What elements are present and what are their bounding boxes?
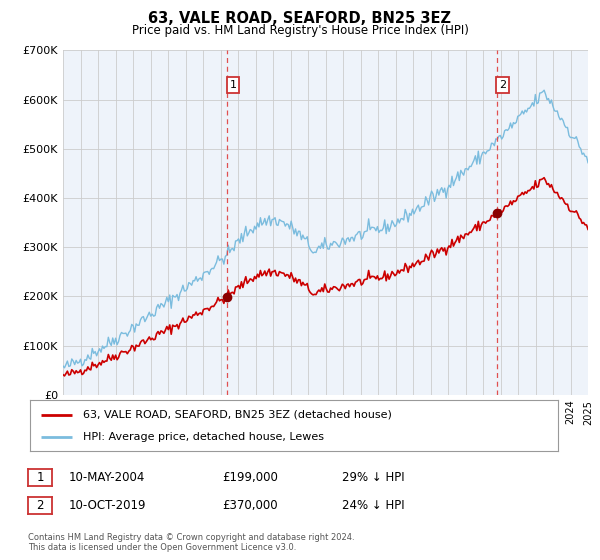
Text: 2: 2 [499,80,506,90]
Text: This data is licensed under the Open Government Licence v3.0.: This data is licensed under the Open Gov… [28,543,296,552]
Text: 24% ↓ HPI: 24% ↓ HPI [342,498,404,512]
Text: Contains HM Land Registry data © Crown copyright and database right 2024.: Contains HM Land Registry data © Crown c… [28,533,355,542]
Text: Price paid vs. HM Land Registry's House Price Index (HPI): Price paid vs. HM Land Registry's House … [131,24,469,36]
Text: 63, VALE ROAD, SEAFORD, BN25 3EZ: 63, VALE ROAD, SEAFORD, BN25 3EZ [149,11,452,26]
Text: 1: 1 [37,470,44,484]
Text: £199,000: £199,000 [222,470,278,484]
Text: 10-MAY-2004: 10-MAY-2004 [69,470,145,484]
Text: HPI: Average price, detached house, Lewes: HPI: Average price, detached house, Lewe… [83,432,324,442]
Text: 10-OCT-2019: 10-OCT-2019 [69,498,146,512]
Text: 1: 1 [229,80,236,90]
Text: 63, VALE ROAD, SEAFORD, BN25 3EZ (detached house): 63, VALE ROAD, SEAFORD, BN25 3EZ (detach… [83,409,392,419]
Text: 2: 2 [37,498,44,512]
Text: 29% ↓ HPI: 29% ↓ HPI [342,470,404,484]
Text: £370,000: £370,000 [222,498,278,512]
